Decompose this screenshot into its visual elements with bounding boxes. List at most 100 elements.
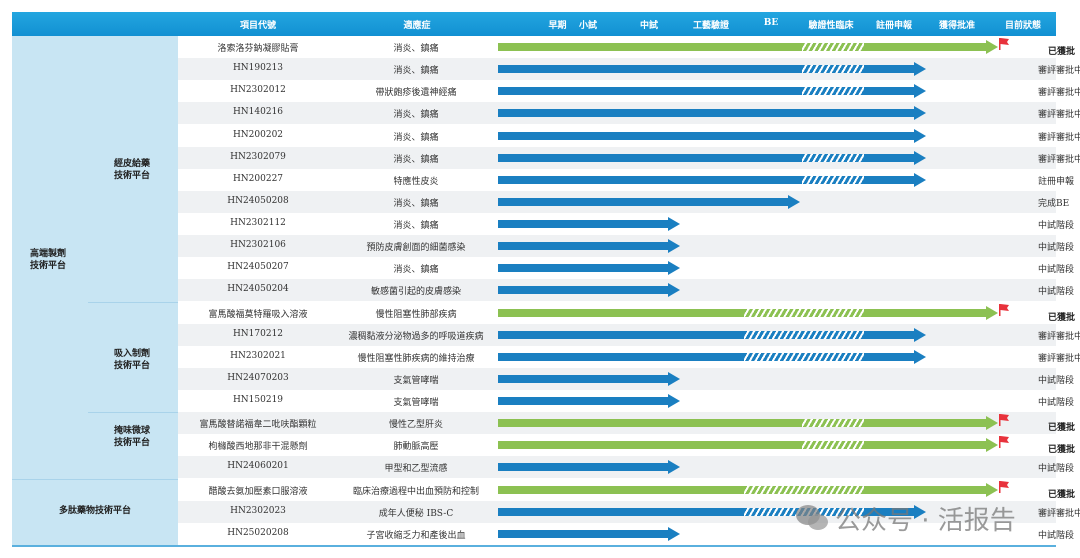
progress-bar	[498, 327, 926, 342]
platform-label-peptide: 多肽藥物技術平台	[58, 506, 131, 517]
header-stage: 獲得批准	[938, 21, 976, 31]
table-row[interactable]: HN2302079 消炎、鎮痛 審評審批中	[178, 146, 1080, 169]
progress-bar	[498, 150, 926, 165]
table-row[interactable]: 洛索洛芬鈉凝膠貼膏 消炎、鎮痛 已獲批	[178, 36, 1075, 58]
platform-divider	[88, 412, 178, 414]
progress-bar	[498, 438, 998, 453]
progress-bar	[498, 261, 680, 276]
table-row[interactable]: HN24070203 支氣管哮喘 中試階段	[178, 367, 1074, 390]
table-row[interactable]: HN150219 支氣管哮喘 中試階段	[232, 394, 1075, 409]
bar-segment	[864, 419, 986, 428]
project-code: HN170212	[232, 328, 284, 339]
indication: 慢性乙型肝炎	[388, 420, 444, 431]
table-row[interactable]: HN190213 消炎、鎮痛 審評審批中	[178, 58, 1080, 81]
progress-bar	[498, 283, 680, 298]
arrow-head	[914, 504, 926, 519]
project-code: HN24050207	[227, 262, 289, 273]
platform-label-super: 高端製劑 技術平台	[29, 249, 66, 272]
arrow-head	[668, 283, 680, 298]
arrow-head	[986, 305, 998, 320]
table-row[interactable]: HN25020208 子宮收縮乏力和產後出血 中試階段	[227, 526, 1075, 541]
table-row[interactable]: 富馬酸福莫特羅吸入溶液 慢性阻塞性肺部疾病 已獲批	[178, 302, 1075, 324]
project-code: HN2302021	[230, 350, 286, 361]
red-flag-icon	[999, 414, 1009, 427]
table-row[interactable]: HN2302021 慢性阻塞性肺疾病的維持治療 審評審批中	[230, 349, 1080, 364]
progress-bar	[498, 194, 800, 209]
hatched-segment	[802, 419, 864, 428]
table-header: 項目代號 適應症 早期 小試 中試 工藝驗證 BE 驗證性臨床 註冊申報 獲得批准 目前狀態	[12, 12, 1056, 36]
header-indication: 適應症	[403, 21, 431, 31]
table-row[interactable]: HN24060201 甲型和乙型流感 中試階段	[178, 456, 1074, 479]
bar-segment	[864, 153, 914, 162]
hatched-segment	[802, 153, 864, 162]
bar-segment	[498, 485, 744, 494]
bar-segment	[864, 352, 914, 361]
table-row[interactable]: HN2302106 預防皮膚創面的細菌感染 中試階段	[178, 235, 1074, 258]
progress-bar	[498, 62, 926, 77]
table-row[interactable]: HN2302012 帶狀皰疹後遺神經痛 審評審批中	[230, 84, 1080, 99]
indication: 敏感菌引起的皮膚感染	[370, 287, 462, 298]
arrow-head	[986, 438, 998, 453]
table-row[interactable]: 枸櫞酸西地那非干混懸劑 肺動脈高壓 已獲批	[178, 434, 1075, 456]
table-bottom-border	[12, 545, 1056, 547]
progress-bar	[498, 217, 680, 232]
table-row[interactable]: 富馬酸替諾福韋二吡呋酯顆粒 慢性乙型肝炎 已獲批	[178, 412, 1075, 435]
indication: 支氣管哮喘	[393, 398, 439, 409]
bar-segment	[498, 109, 914, 118]
bar-segment	[498, 197, 788, 206]
table-row[interactable]: HN24050204 敏感菌引起的皮膚感染 中試階段	[178, 279, 1074, 302]
hatched-segment	[802, 441, 864, 450]
arrow-head	[788, 194, 800, 209]
table-row[interactable]: 醋酸去氨加壓素口服溶液 臨床治療過程中出血預防和控制 已獲批	[178, 479, 1075, 501]
indication: 預防皮膚創面的細菌感染	[366, 243, 466, 254]
indication: 子宮收縮乏力和產後出血	[366, 530, 466, 541]
project-code: HN150219	[232, 395, 284, 406]
project-code: HN2302023	[230, 505, 286, 516]
bar-segment	[498, 153, 802, 162]
indication: 慢性阻塞性肺部疾病	[375, 309, 457, 320]
bar-segment	[864, 441, 986, 450]
bar-segment	[864, 485, 986, 494]
bar-segment	[864, 330, 914, 339]
table-row[interactable]: HN24050208 消炎、鎮痛 完成BE	[178, 190, 1069, 213]
table-row[interactable]: HN140216 消炎、鎮痛 審評審批中	[178, 102, 1080, 125]
table-row[interactable]: HN200202 消炎、鎮痛 審評審批中	[232, 128, 1080, 143]
table-row[interactable]: HN2302112 消炎、鎮痛 中試階段	[230, 217, 1075, 232]
indication: 消炎、鎮痛	[393, 221, 439, 232]
project-code: 枸櫞酸西地那非干混懸劑	[208, 442, 308, 453]
project-code: HN25020208	[227, 527, 289, 538]
indication: 消炎、鎮痛	[393, 154, 439, 165]
red-flag-icon	[999, 303, 1009, 316]
indication: 消炎、鎮痛	[393, 44, 439, 54]
arrow-head	[914, 128, 926, 143]
bar-segment	[498, 220, 668, 229]
arrow-head	[668, 239, 680, 254]
table-row[interactable]: HN24050207 消炎、鎮痛 中試階段	[227, 261, 1075, 276]
project-code: HN2302106	[230, 240, 286, 251]
bar-segment	[498, 397, 668, 406]
progress-bar	[498, 482, 998, 497]
arrow-head	[914, 106, 926, 121]
bar-segment	[498, 65, 802, 74]
header-status: 目前狀態	[1004, 21, 1042, 31]
indication: 肺動脈高壓	[393, 442, 439, 453]
table-row[interactable]: HN200227 特應性皮炎 註冊申報	[232, 172, 1075, 187]
bar-segment	[498, 507, 744, 516]
red-flag-icon	[999, 38, 1009, 50]
header-stage: 早期	[548, 21, 567, 31]
bar-segment	[498, 529, 668, 538]
progress-bar	[498, 128, 926, 143]
progress-bar	[498, 40, 998, 54]
header-stage: 驗證性臨床	[808, 21, 854, 31]
bar-segment	[498, 264, 668, 273]
project-code: HN200227	[232, 173, 284, 184]
hatched-segment	[802, 87, 864, 96]
wechat-icon	[796, 505, 828, 530]
indication: 消炎、鎮痛	[393, 66, 439, 77]
indication: 臨床治療過程中出血預防和控制	[352, 486, 480, 497]
table-row[interactable]: HN170212 濃稠黏液分泌物過多的呼吸道疾病 審評審批中	[178, 323, 1080, 346]
arrow-head	[914, 84, 926, 99]
progress-bar	[498, 106, 926, 121]
bar-segment	[498, 419, 802, 428]
bar-segment	[498, 175, 802, 184]
